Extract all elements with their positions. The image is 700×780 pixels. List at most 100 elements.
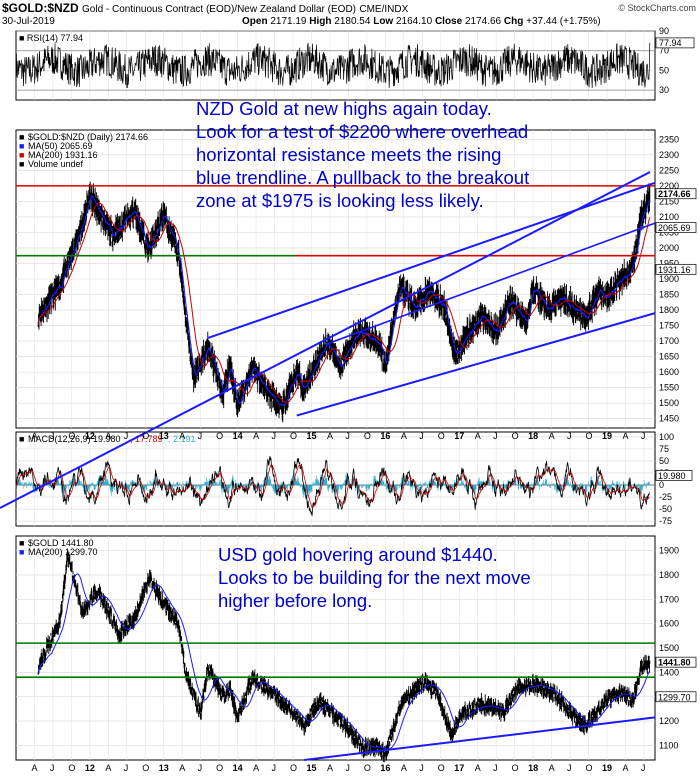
x-axis-label: O xyxy=(142,763,149,773)
x-axis-label: A xyxy=(253,763,259,773)
x-axis-label: A xyxy=(475,763,481,773)
nzd-tick-label: 2200 xyxy=(659,181,679,191)
x-axis-label: O xyxy=(290,431,297,441)
usd-value-tag-label: 1299.70 xyxy=(658,692,691,702)
nzd-value-tag xyxy=(655,188,697,200)
macd-tick-label: 75 xyxy=(659,444,669,454)
nzd-tick-label: 2300 xyxy=(659,150,679,160)
x-axis-label: J xyxy=(345,763,350,773)
x-axis-label: O xyxy=(512,431,519,441)
annotation-usd: USD gold hovering around $1440. Looks to… xyxy=(218,544,531,611)
nzd-tick-label: 2150 xyxy=(659,196,679,206)
nzd-tick-label: 1450 xyxy=(659,414,679,424)
chg-value: +37.44 (+1.75%) xyxy=(526,16,601,27)
nzd-legend-swatch: ■ xyxy=(19,132,24,142)
macd-tick-label: 50 xyxy=(659,456,669,466)
x-axis-label: J xyxy=(272,431,277,441)
macd-tick-label: -25 xyxy=(659,492,672,502)
usd-ma200-line xyxy=(37,573,651,750)
macd-tick-label: 100 xyxy=(659,432,674,442)
nzd-tick-label: 2000 xyxy=(659,243,679,253)
nzd-legend-1: MA(50) 2065.69 xyxy=(28,141,93,151)
usd-value-tag xyxy=(655,656,697,668)
x-axis-label: 14 xyxy=(233,431,243,441)
x-axis-label: J xyxy=(493,763,498,773)
x-axis-label: J xyxy=(567,763,572,773)
x-axis-label: J xyxy=(419,431,424,441)
x-axis-label: A xyxy=(179,431,185,441)
x-axis-label: A xyxy=(549,431,555,441)
nzd-middle-trendline xyxy=(325,222,656,345)
rsi-tick-label: 70 xyxy=(659,46,669,56)
x-axis-label: A xyxy=(327,763,333,773)
rsi-tick-label: 50 xyxy=(659,65,669,75)
x-axis-label: 16 xyxy=(380,763,390,773)
x-axis-label: J xyxy=(198,763,203,773)
x-axis-label: A xyxy=(31,431,37,441)
x-axis-label: 12 xyxy=(85,763,95,773)
x-axis-label: J xyxy=(272,763,277,773)
nzd-tick-label: 1600 xyxy=(659,367,679,377)
x-axis-label: O xyxy=(512,763,519,773)
usd-tick-label: 1400 xyxy=(659,667,679,677)
x-axis-label: 13 xyxy=(159,431,169,441)
nzd-ma200-line xyxy=(37,202,651,404)
long-term-trendline xyxy=(0,171,651,509)
rsi-title: ■ RSI(14) 77.94 xyxy=(19,33,83,43)
x-axis-label: O xyxy=(586,431,593,441)
x-axis-label: 18 xyxy=(528,431,538,441)
close-label: Close xyxy=(434,16,463,27)
low-value: 2164.10 xyxy=(396,16,433,27)
exchange: CME/INDX xyxy=(359,4,409,15)
high-value: 2180.54 xyxy=(334,16,371,27)
chart-date: 30-Jul-2019 xyxy=(2,16,55,27)
macd-legend-0: MACD(12,26,9) 19.980 xyxy=(28,434,121,444)
x-axis-label: J xyxy=(493,431,498,441)
site-watermark: © StockCharts.com xyxy=(618,3,696,13)
nzd-tick-label: 1750 xyxy=(659,321,679,331)
x-axis-label: A xyxy=(327,431,333,441)
nzd-tick-label: 1950 xyxy=(659,258,679,268)
x-axis-label: A xyxy=(622,431,628,441)
usd-tick-label: 1500 xyxy=(659,643,679,653)
nzd-value-tag xyxy=(655,263,697,275)
nzd-value-tag-label: 2174.66 xyxy=(658,189,691,199)
x-axis-label: O xyxy=(586,763,593,773)
symbol: $GOLD:$NZD xyxy=(2,1,79,15)
x-axis-label: J xyxy=(198,431,203,441)
x-axis-label: O xyxy=(68,763,75,773)
x-axis-label: O xyxy=(216,431,223,441)
macd-legend-1: , 17.789 xyxy=(130,434,163,444)
x-axis-label: 19 xyxy=(602,763,612,773)
x-axis-label: 17 xyxy=(454,763,464,773)
macd-legend-2: , 2.191 xyxy=(168,434,196,444)
x-axis-label: J xyxy=(124,763,129,773)
x-axis-label: J xyxy=(641,763,646,773)
high-label: High xyxy=(309,16,332,27)
usd-tick-label: 1100 xyxy=(659,740,678,750)
nzd-tick-label: 1850 xyxy=(659,290,679,300)
nzd-legend-swatch: ■ xyxy=(19,141,24,151)
nzd-value-tag xyxy=(655,222,697,233)
nzd-tick-label: 1650 xyxy=(659,352,679,362)
x-axis-label: 13 xyxy=(159,763,169,773)
x-axis-label: 18 xyxy=(528,763,538,773)
x-axis-label: A xyxy=(401,431,407,441)
usd-tick-label: 1900 xyxy=(659,546,679,556)
macd-value-tag-label: 19.980 xyxy=(658,471,686,481)
rsi-value-tag xyxy=(655,37,695,49)
x-axis-label: 19 xyxy=(602,431,612,441)
nzd-tick-label: 1800 xyxy=(659,305,679,315)
macd-signal-line xyxy=(15,464,650,509)
macd-line xyxy=(15,456,650,516)
x-axis-label: J xyxy=(345,431,350,441)
usd-legend-1: MA(200) 1299.70 xyxy=(28,547,98,557)
nzd-tick-label: 1700 xyxy=(659,336,679,346)
x-axis-label: A xyxy=(179,763,185,773)
nzd-legend-3: Volume undef xyxy=(28,159,84,169)
x-axis-label: O xyxy=(364,431,371,441)
x-axis-label: J xyxy=(124,431,129,441)
nzd-value-tag-label: 1931.16 xyxy=(658,265,691,275)
nzd-tick-label: 2250 xyxy=(659,165,679,175)
chart-title: $GOLD:$NZD Gold - Continuous Contract (E… xyxy=(2,1,408,15)
